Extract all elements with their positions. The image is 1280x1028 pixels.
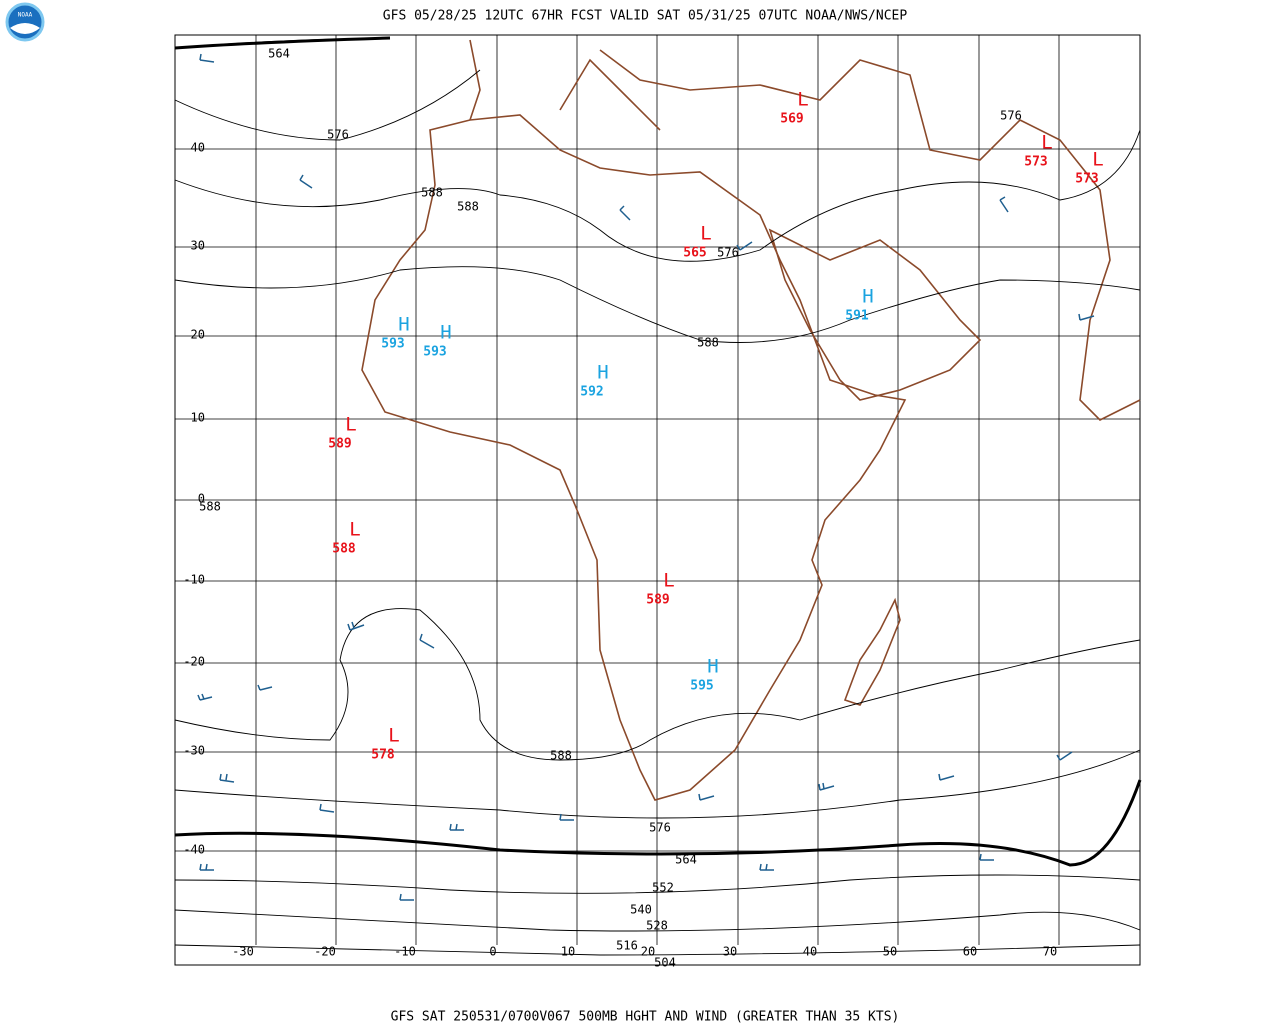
contour-label: 564 — [675, 853, 697, 867]
longitude-label: 40 — [803, 945, 817, 959]
longitude-label: 10 — [561, 945, 575, 959]
pressure-center-symbol: L — [345, 414, 356, 436]
contour-label: 528 — [646, 919, 668, 933]
contour-label: 504 — [654, 956, 676, 970]
latitude-label: -30 — [183, 744, 205, 758]
contour-label: 588 — [697, 336, 719, 350]
latitude-label: 10 — [191, 411, 205, 425]
coastlines — [361, 39, 1141, 801]
pressure-center-value: 565 — [683, 246, 706, 261]
map-title: GFS 05/28/25 12UTC 67HR FCST VALID SAT 0… — [383, 9, 908, 24]
map-area — [174, 34, 1142, 966]
logo-circle — [5, 2, 45, 42]
longitude-label: -10 — [394, 945, 416, 959]
grid — [175, 35, 1140, 945]
pressure-center-symbol: H — [398, 314, 409, 336]
logo-text: NOAA — [18, 12, 33, 19]
latitude-label: 40 — [191, 141, 205, 155]
longitude-label: 70 — [1043, 945, 1057, 959]
contour-label: 588 — [550, 749, 572, 763]
longitude-label: 30 — [723, 945, 737, 959]
latitude-label: 20 — [191, 328, 205, 342]
contour-label: 564 — [268, 47, 290, 61]
pressure-center-value: 569 — [780, 112, 803, 127]
pressure-center-symbol: L — [1092, 149, 1103, 171]
contour-label: 552 — [652, 881, 674, 895]
height-contours — [174, 36, 1142, 956]
latitude-label: 0 — [198, 492, 205, 506]
pressure-center-value: 592 — [580, 385, 603, 400]
pressure-center-value: 573 — [1024, 155, 1047, 170]
pressure-center-value: 573 — [1075, 172, 1098, 187]
longitude-label: 50 — [883, 945, 897, 959]
longitude-label: 60 — [963, 945, 977, 959]
latitude-label: -20 — [183, 655, 205, 669]
longitude-label: 20 — [641, 945, 655, 959]
wind-barbs — [197, 53, 1095, 901]
noaa-logo: NOAA — [5, 2, 45, 42]
contour-label: 576 — [717, 246, 739, 260]
pressure-center-symbol: L — [1041, 132, 1052, 154]
longitude-label: -20 — [314, 945, 336, 959]
logo-wave — [10, 23, 40, 34]
longitude-label: -30 — [232, 945, 254, 959]
contour-label: 588 — [199, 500, 221, 514]
pressure-center-symbol: L — [700, 223, 711, 245]
pressure-center-symbol: H — [707, 656, 718, 678]
longitude-label: 0 — [489, 945, 496, 959]
pressure-center-value: 578 — [371, 748, 395, 763]
latitude-label: -10 — [183, 573, 205, 587]
contour-label: 516 — [616, 939, 638, 953]
map-footer: GFS SAT 250531/0700V067 500MB HGHT AND W… — [391, 1010, 900, 1025]
contour-label: 576 — [1000, 109, 1022, 123]
latitude-label: 30 — [191, 239, 205, 253]
pressure-center-symbol: L — [797, 89, 808, 111]
pressure-center-value: 588 — [332, 542, 356, 557]
contour-label: 588 — [457, 200, 479, 214]
pressure-center-symbol: H — [597, 362, 608, 384]
pressure-center-value: 589 — [328, 437, 351, 452]
contour-label: 540 — [630, 903, 652, 917]
pressure-center-value: 595 — [690, 679, 713, 694]
pressure-center-symbol: H — [862, 286, 873, 308]
pressure-center-value: 589 — [646, 593, 669, 608]
pressure-center-symbol: L — [388, 725, 399, 747]
contour-label: 588 — [421, 186, 443, 200]
contour-label: 576 — [327, 128, 349, 142]
latitude-label: -40 — [183, 843, 205, 857]
pressure-center-value: 591 — [845, 309, 869, 324]
contour-label: 576 — [649, 821, 671, 835]
pressure-center-value: 593 — [381, 337, 404, 352]
pressure-center-value: 593 — [423, 345, 446, 360]
pressure-center-symbol: L — [349, 519, 360, 541]
pressure-center-symbol: H — [440, 322, 451, 344]
pressure-center-symbol: L — [663, 570, 674, 592]
